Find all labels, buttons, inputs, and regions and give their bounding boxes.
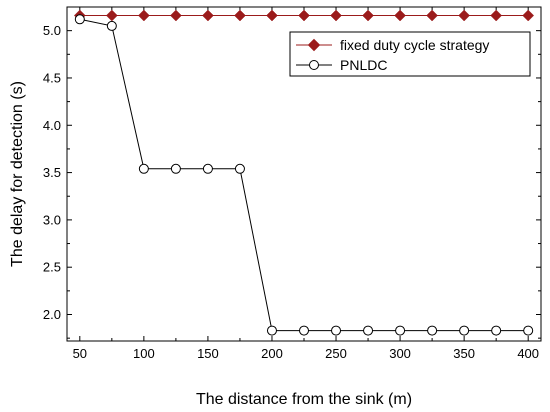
data-point-pnldc: [363, 325, 374, 336]
data-point-fixed: [202, 9, 214, 22]
data-point-pnldc: [523, 325, 534, 336]
data-point-pnldc: [74, 14, 85, 25]
data-point-pnldc: [427, 325, 438, 336]
x-tick-label: 250: [325, 346, 347, 361]
x-tick-label: 400: [517, 346, 539, 361]
data-point-fixed: [170, 9, 182, 22]
data-point-fixed: [426, 9, 438, 22]
data-point-pnldc: [395, 325, 406, 336]
data-point-fixed: [105, 9, 118, 22]
x-axis-title: The distance from the sink (m): [196, 391, 412, 408]
data-point-pnldc: [106, 20, 117, 31]
data-point-pnldc: [234, 163, 245, 174]
legend-box: [289, 31, 531, 77]
data-point-fixed: [458, 9, 470, 22]
legend-marker-pnldc: [309, 60, 319, 70]
y-tick-label: 2.0: [43, 307, 61, 322]
data-point-fixed: [522, 9, 535, 22]
data-point-pnldc: [202, 163, 213, 174]
data-point-fixed: [330, 9, 342, 22]
data-point-pnldc: [170, 163, 181, 174]
x-tick-label: 350: [453, 346, 475, 361]
data-point-fixed: [138, 9, 150, 22]
y-tick-label: 3.5: [43, 165, 61, 180]
legend: fixed duty cycle strategy PNLDC: [289, 31, 531, 77]
data-point-pnldc: [299, 325, 309, 336]
data-point-fixed: [490, 9, 503, 22]
y-tick-label: 3.0: [43, 212, 61, 227]
data-point-pnldc: [266, 325, 277, 336]
plot-frame: [66, 6, 542, 342]
y-tick-label: 4.5: [43, 70, 61, 85]
x-tick-label: 100: [133, 346, 155, 361]
data-point-fixed: [394, 9, 406, 22]
data-point-pnldc: [331, 325, 342, 336]
data-point-fixed: [362, 9, 374, 22]
legend-label-pnldc: PNLDC: [340, 57, 387, 73]
y-tick-label: 2.5: [43, 260, 61, 275]
ticks-layer: 50 100 150 200 250 300 350 400 2.0 2.5 3.0 3.5 4.0 4.…: [43, 6, 541, 361]
legend-marker-fixed: [307, 38, 321, 52]
x-tick-label: 50: [73, 346, 87, 361]
y-tick-label: 4.0: [43, 118, 61, 133]
legend-label-fixed: fixed duty cycle strategy: [340, 37, 489, 53]
x-tick-label: 200: [261, 346, 283, 361]
y-tick-label: 5.0: [43, 23, 61, 38]
data-point-fixed: [266, 9, 278, 22]
x-tick-label: 300: [389, 346, 411, 361]
data-point-pnldc: [491, 325, 502, 336]
data-point-pnldc: [459, 325, 470, 336]
y-axis-title: The delay for detection (s): [9, 81, 26, 267]
data-point-pnldc: [138, 163, 149, 174]
data-point-fixed: [234, 9, 246, 22]
x-tick-label: 150: [197, 346, 219, 361]
series-layer: [73, 9, 535, 336]
data-point-fixed: [298, 9, 310, 22]
